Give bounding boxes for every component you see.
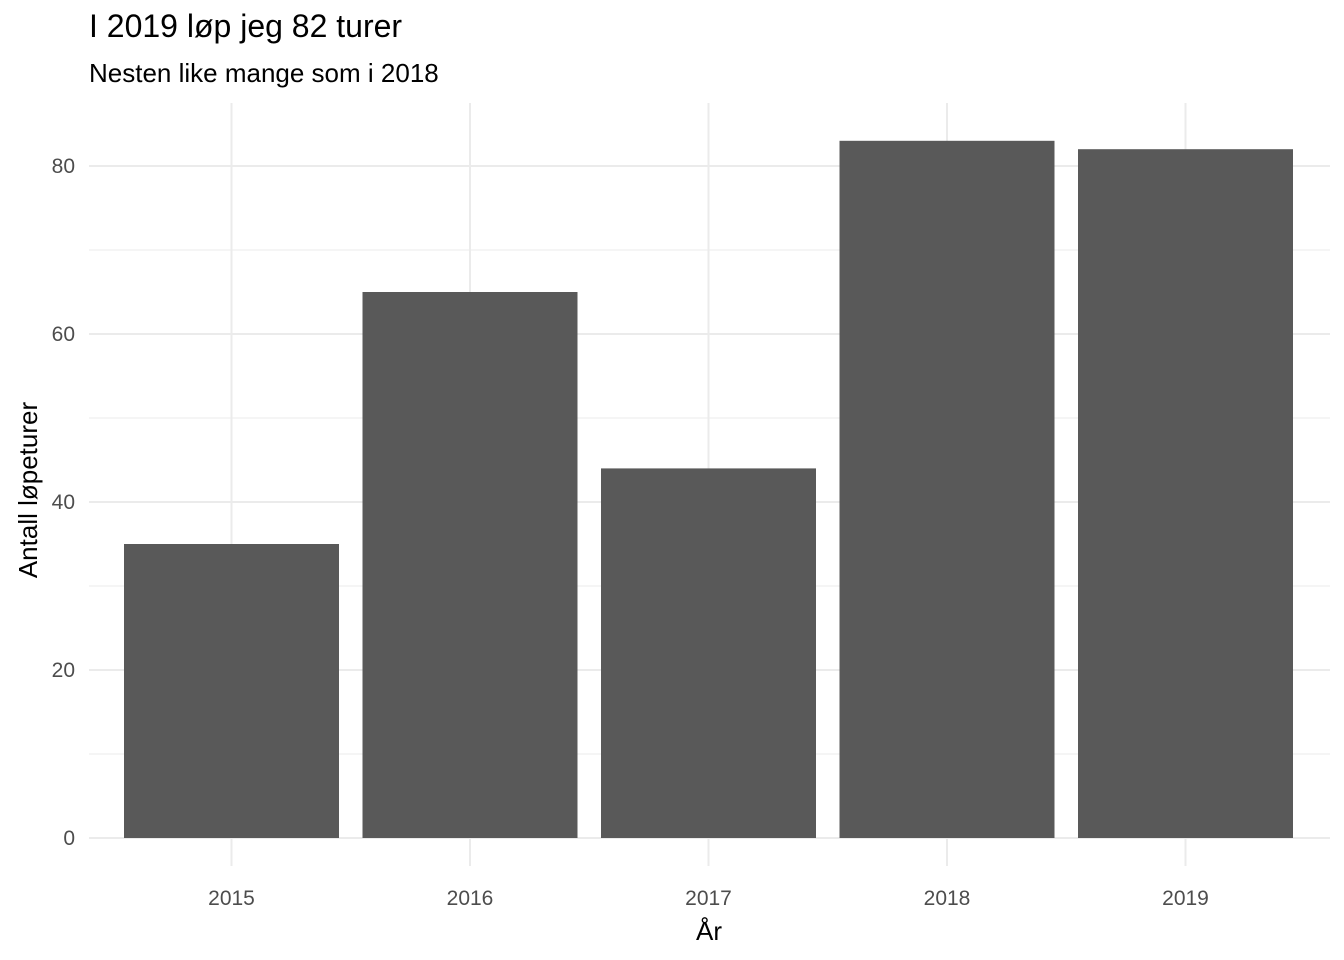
x-tick-labels: 2015 2016 2017 2018 2019 bbox=[208, 887, 1209, 910]
x-tick-label: 2018 bbox=[924, 887, 971, 910]
x-tick-label: 2016 bbox=[447, 887, 494, 910]
y-tick-label: 20 bbox=[52, 659, 75, 682]
bar-2017 bbox=[601, 468, 816, 838]
bar-2018 bbox=[839, 140, 1055, 839]
x-axis-title: År bbox=[696, 916, 722, 946]
bars bbox=[124, 140, 1293, 839]
y-tick-label: 40 bbox=[52, 491, 75, 514]
bar-2015 bbox=[124, 544, 339, 838]
x-tick-label: 2017 bbox=[685, 887, 732, 910]
bar-2019 bbox=[1078, 149, 1293, 838]
chart-subtitle: Nesten like mange som i 2018 bbox=[89, 58, 439, 88]
y-tick-label: 60 bbox=[52, 323, 75, 346]
y-tick-label: 0 bbox=[63, 827, 75, 850]
bar-2016 bbox=[362, 292, 578, 838]
x-tick-label: 2015 bbox=[208, 887, 255, 910]
y-tick-label: 80 bbox=[52, 155, 75, 178]
y-axis-title: Antall løpeturer bbox=[13, 402, 43, 579]
y-tick-labels: 0 20 40 60 80 bbox=[52, 155, 75, 850]
x-tick-label: 2019 bbox=[1162, 887, 1209, 910]
chart-title: I 2019 løp jeg 82 turer bbox=[89, 8, 403, 44]
